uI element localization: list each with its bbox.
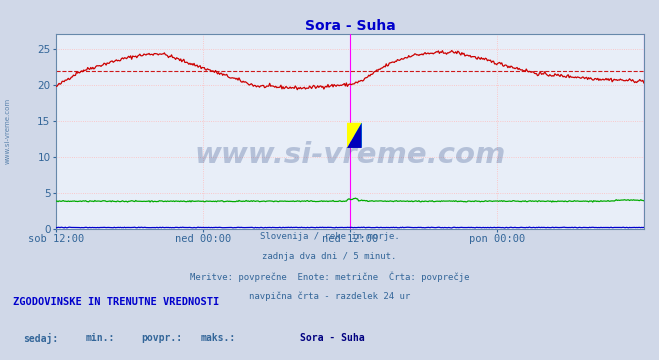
Text: navpična črta - razdelek 24 ur: navpična črta - razdelek 24 ur xyxy=(249,292,410,301)
Text: ZGODOVINSKE IN TRENUTNE VREDNOSTI: ZGODOVINSKE IN TRENUTNE VREDNOSTI xyxy=(13,297,219,307)
Text: povpr.:: povpr.: xyxy=(142,333,183,343)
Text: Meritve: povprečne  Enote: metrične  Črta: povprečje: Meritve: povprečne Enote: metrične Črta:… xyxy=(190,272,469,282)
Text: Sora - Suha: Sora - Suha xyxy=(300,333,364,343)
Text: zadnja dva dni / 5 minut.: zadnja dva dni / 5 minut. xyxy=(262,252,397,261)
Polygon shape xyxy=(347,123,362,148)
Title: Sora - Suha: Sora - Suha xyxy=(304,19,395,33)
Text: Slovenija / reke in morje.: Slovenija / reke in morje. xyxy=(260,232,399,241)
Text: maks.:: maks.: xyxy=(201,333,236,343)
Text: sedaj:: sedaj: xyxy=(23,333,58,344)
Polygon shape xyxy=(347,123,362,148)
Polygon shape xyxy=(347,123,362,148)
Text: www.si-vreme.com: www.si-vreme.com xyxy=(194,141,505,169)
Text: min.:: min.: xyxy=(86,333,115,343)
Text: www.si-vreme.com: www.si-vreme.com xyxy=(5,98,11,165)
